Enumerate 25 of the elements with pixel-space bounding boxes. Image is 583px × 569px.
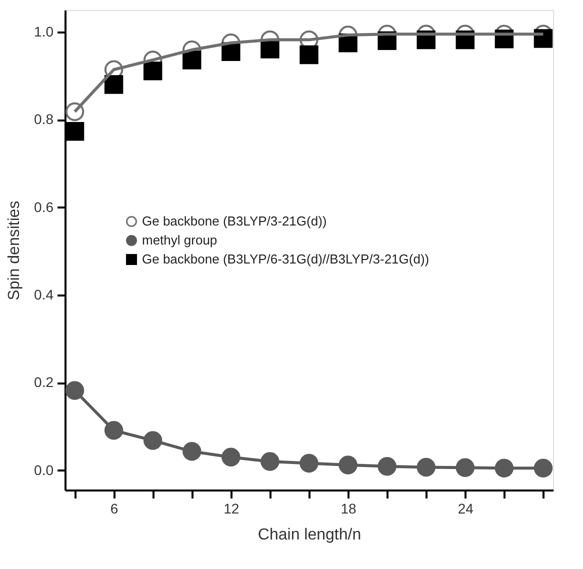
x-tick-label: 24	[458, 500, 474, 516]
y-axis-title: Spin densities	[6, 200, 24, 300]
point	[534, 458, 553, 478]
y-tick-label: 0.8	[34, 111, 54, 128]
legend-label: Ge backbone (B3LYP/6-31G(d)//B3LYP/3-21G(d))	[142, 252, 430, 266]
point	[260, 40, 280, 58]
point	[300, 45, 318, 64]
x-tick-label: 6	[110, 500, 118, 516]
point	[104, 75, 124, 94]
x-tick-label: 18	[340, 500, 357, 516]
point	[534, 29, 553, 48]
y-tick-label: 1.0	[34, 23, 54, 40]
x-axis-title: Chain length/n	[258, 526, 362, 544]
x-tick-label: 12	[224, 500, 240, 516]
point	[182, 50, 202, 70]
y-tick-label: 0.2	[34, 374, 54, 390]
y-tick-label: 0.0	[34, 462, 54, 478]
legend-label: Ge backbone (B3LYP/3-21G(d))	[142, 214, 327, 228]
y-tick-label: 0.6	[34, 198, 54, 215]
y-tick-label: 0.4	[34, 286, 54, 302]
point	[65, 122, 84, 141]
point	[65, 381, 84, 400]
legend-label: methyl group	[142, 232, 218, 248]
point	[143, 62, 162, 80]
point	[222, 42, 240, 62]
